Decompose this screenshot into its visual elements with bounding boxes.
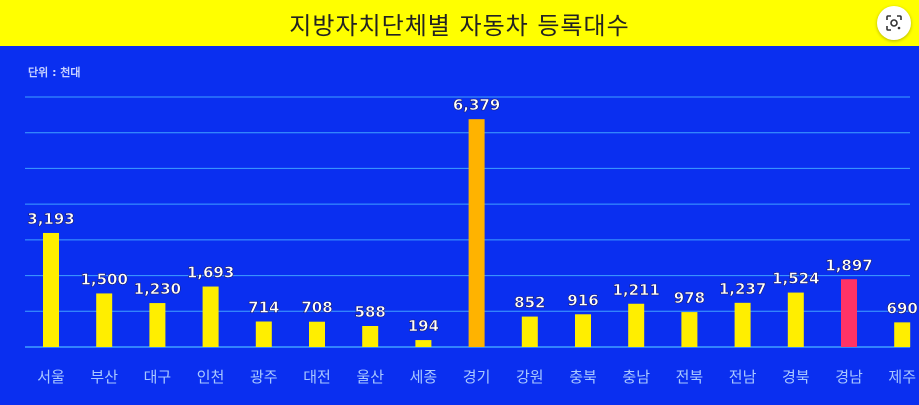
lens-icon-glyph xyxy=(886,15,902,31)
category-label: 서울 xyxy=(37,368,65,386)
data-label: 916 xyxy=(567,291,598,309)
category-label: 광주 xyxy=(250,368,278,386)
category-label: 대구 xyxy=(144,368,172,386)
category-label: 울산 xyxy=(356,368,384,386)
category-label: 충남 xyxy=(622,368,650,386)
category-label: 경남 xyxy=(835,368,863,386)
bar-부산 xyxy=(96,293,113,347)
data-label: 1,897 xyxy=(825,256,872,274)
bar-제주 xyxy=(894,322,911,347)
bar-전북 xyxy=(681,312,698,347)
category-label: 대전 xyxy=(303,368,331,386)
category-label: 제주 xyxy=(888,368,916,386)
data-label: 1,524 xyxy=(772,270,819,288)
bar-서울 xyxy=(43,232,59,347)
data-label: 1,237 xyxy=(719,280,766,298)
data-label: 690 xyxy=(887,299,918,317)
data-label: 6,379 xyxy=(453,96,500,114)
bar-충북 xyxy=(575,314,591,347)
bar-전남 xyxy=(734,302,751,347)
data-label: 588 xyxy=(355,303,386,321)
data-label: 1,693 xyxy=(187,264,234,282)
category-label: 인천 xyxy=(197,368,225,386)
category-label: 전북 xyxy=(676,368,704,386)
bar-대구 xyxy=(149,303,166,347)
bar-인천 xyxy=(202,286,219,347)
bar-경북 xyxy=(787,292,804,347)
bar-광주 xyxy=(255,321,272,347)
unit-label: 단위 : 천대 xyxy=(28,66,81,79)
bar-세종 xyxy=(415,340,432,347)
chart-title: 지방자치단체별 자동차 등록대수 xyxy=(289,11,630,40)
bar-경기 xyxy=(468,119,485,347)
category-label: 부산 xyxy=(90,368,118,386)
category-label: 강원 xyxy=(516,368,544,386)
title-bar: 지방자치단체별 자동차 등록대수 xyxy=(0,0,919,46)
category-label: 충북 xyxy=(569,368,597,386)
category-label: 경기 xyxy=(463,368,491,386)
bar-대전 xyxy=(309,321,325,347)
bar-경남 xyxy=(841,279,857,347)
data-label: 1,211 xyxy=(612,281,659,299)
data-label: 708 xyxy=(301,299,332,317)
data-label: 852 xyxy=(514,294,545,312)
bar-충남 xyxy=(628,303,645,347)
data-label: 978 xyxy=(674,289,705,307)
category-label: 전남 xyxy=(729,368,757,386)
category-label: 경북 xyxy=(782,368,810,386)
data-label: 3,193 xyxy=(27,210,74,228)
data-label: 194 xyxy=(408,317,439,335)
data-label: 1,500 xyxy=(80,270,127,288)
category-label: 세종 xyxy=(410,368,438,386)
bar-울산 xyxy=(362,326,379,347)
bar-강원 xyxy=(521,316,538,347)
data-label: 714 xyxy=(248,299,279,317)
data-label: 1,230 xyxy=(134,280,181,298)
lens-search-icon[interactable] xyxy=(877,6,911,40)
